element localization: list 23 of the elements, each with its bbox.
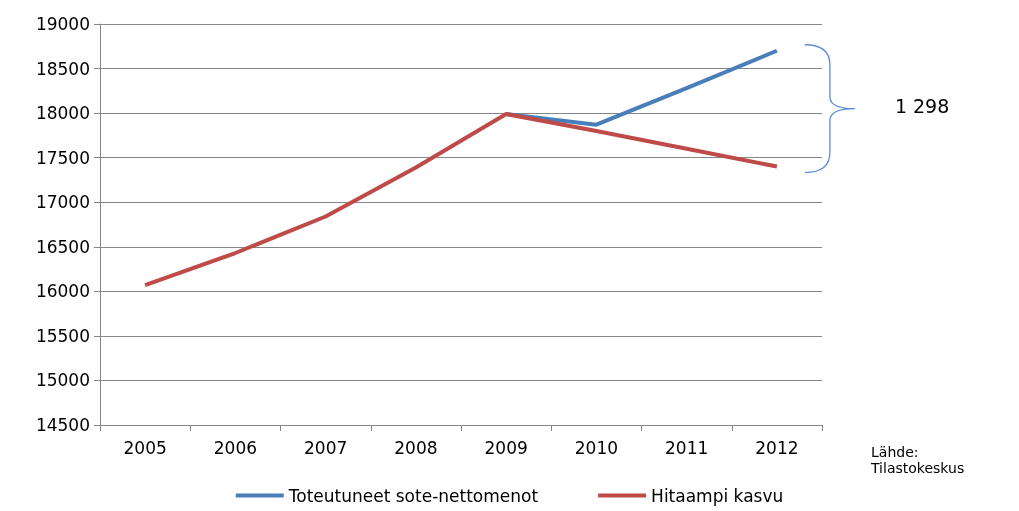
x-tick-label: 2009 (484, 437, 528, 458)
x-tick-label: 2005 (123, 437, 167, 458)
x-tick-label: 2011 (664, 437, 709, 458)
y-tick-label: 16500 (35, 236, 90, 257)
x-tick-label: 2006 (213, 437, 258, 458)
legend-label: Hitaampi kasvu (651, 485, 784, 506)
y-tick-label: 17000 (35, 192, 90, 213)
x-tick-label: 2007 (303, 437, 348, 458)
y-tick-label: 16000 (35, 281, 90, 302)
y-tick-label: 19000 (35, 14, 90, 34)
x-tick-label: 2010 (574, 437, 619, 458)
text: 1 298 (894, 94, 950, 117)
y-tick-label: 17500 (35, 147, 90, 168)
y-tick-label: 18000 (35, 103, 90, 124)
text: Lähde: Tilastokeskus (871, 444, 966, 476)
line-series (143, 112, 779, 288)
legend-label: Toteutuneet sote-nettomenot (287, 485, 539, 506)
x-tick-label: 2008 (394, 437, 438, 458)
y-tick-label: 15500 (35, 325, 90, 346)
y-tick-label: 15000 (35, 370, 90, 391)
x-tick-label: 2012 (755, 437, 799, 458)
y-tick-label: 18500 (35, 58, 90, 79)
y-tick-label: 14500 (35, 415, 90, 435)
